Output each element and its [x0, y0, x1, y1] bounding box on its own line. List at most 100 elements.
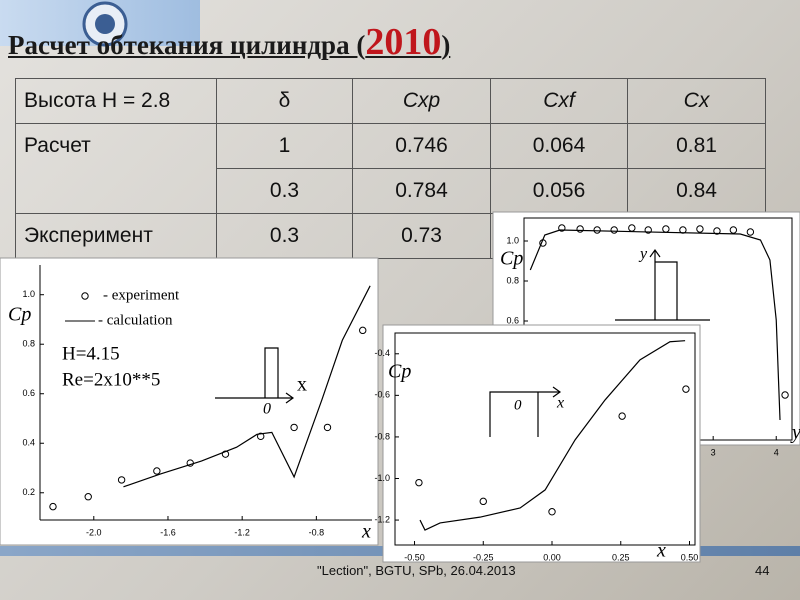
experiment-point: [290, 423, 298, 432]
title-text: Расчет обтекания цилиндра (: [8, 30, 366, 60]
inset-sketch: [264, 347, 279, 398]
x-axis-label: x: [361, 521, 371, 543]
logo-core: [95, 14, 115, 34]
annotation: x: [297, 374, 307, 396]
calculation-line: [419, 340, 686, 531]
plot-frame: [394, 332, 696, 546]
page-number: 44: [755, 563, 770, 578]
calculation-line: [123, 285, 371, 488]
header-row: Высота H = 2.8 δ Cxp Cxf Cx: [15, 78, 766, 124]
cell: 0.84: [627, 168, 766, 214]
experiment-point: [153, 467, 161, 475]
chart-background: [0, 257, 379, 546]
y-axis-label: Cp: [388, 361, 411, 383]
annotation: H=4.15: [62, 343, 120, 364]
footer: "Lection", BGTU, SPb, 26.04.2013: [317, 563, 516, 578]
calculation-line: [529, 229, 781, 421]
experiment-point: [662, 225, 670, 233]
x-tick-label: -0.50: [404, 552, 425, 562]
y-tick-label: -0.8: [374, 431, 390, 441]
legend-label: - experiment: [103, 287, 180, 303]
cell: 0.73: [352, 213, 491, 259]
y-tick-label: 0.2: [22, 487, 35, 497]
x-tick-label: 3: [711, 447, 716, 457]
inset-sketch: [489, 391, 560, 437]
cell: δ: [216, 78, 353, 124]
cell: Расчет: [15, 123, 217, 214]
inset-sketch: [552, 386, 562, 398]
experiment-point: [618, 412, 626, 420]
experiment-point: [576, 225, 584, 233]
y-axis-label: Cp: [8, 304, 31, 326]
x-tick-label: -1.6: [160, 527, 176, 537]
annotation: 0: [514, 397, 522, 413]
inset-sketch: [655, 261, 678, 320]
experiment-point: [49, 502, 57, 511]
cell: 0.3: [216, 213, 353, 259]
x-tick-label: 0.50: [681, 552, 699, 562]
annotation: 0: [263, 401, 271, 418]
experiment-point: [117, 476, 126, 484]
experiment-point: [729, 226, 738, 234]
title-close: ): [441, 30, 451, 60]
y-tick-label: 0.8: [506, 275, 519, 285]
experiment-point: [593, 226, 601, 234]
experiment-point: [746, 228, 755, 236]
y-tick-label: 0.4: [22, 438, 35, 448]
chart-background: [382, 324, 701, 563]
cell: 0.81: [627, 123, 766, 169]
title-year: 2010: [365, 21, 442, 63]
y-tick-label: -0.6: [374, 390, 390, 400]
experiment-point: [713, 227, 721, 235]
x-tick-label: -0.25: [473, 552, 494, 562]
y-tick-label: 0.6: [506, 315, 519, 325]
experiment-point: [548, 508, 556, 516]
experiment-point: [781, 391, 789, 399]
x-tick-label: -0.8: [309, 527, 325, 537]
y-axis-label: Cp: [500, 248, 523, 270]
experiment-point: [84, 493, 92, 501]
experiment-point: [415, 478, 423, 487]
cell: 0.784: [352, 168, 491, 214]
x-tick-label: -1.2: [234, 527, 250, 537]
x-tick-label: -2.0: [86, 527, 102, 537]
cell: Эксперимент: [15, 213, 217, 259]
x-tick-label: 0.25: [612, 552, 630, 562]
annotation: Re=2x10**5: [62, 369, 160, 390]
y-tick-label: 1.0: [22, 289, 35, 299]
experiment-point: [610, 226, 618, 234]
cell: 0.746: [352, 123, 491, 169]
logo: [82, 1, 128, 47]
legend-label: - calculation: [98, 312, 173, 328]
inset-sketch: [285, 392, 295, 404]
experiment-point: [359, 326, 367, 335]
experiment-point: [628, 224, 636, 232]
x-tick-label: 4: [774, 447, 779, 457]
cell: Высота H = 2.8: [15, 78, 217, 124]
experiment-point: [682, 385, 690, 393]
x-tick-label: 0.00: [543, 552, 561, 562]
y-tick-label: 1.0: [506, 235, 519, 245]
cell: Cx: [627, 78, 766, 124]
x-axis-label: x: [656, 540, 666, 562]
x-axis-label: y: [790, 422, 800, 444]
cell: Cxf: [490, 78, 628, 124]
cell: Cxp: [352, 78, 491, 124]
experiment-point: [479, 497, 487, 506]
experiment-point: [323, 423, 332, 432]
y-tick-label: -0.4: [374, 348, 390, 358]
y-tick-label: 0.6: [22, 388, 35, 398]
legend-marker: [81, 292, 89, 300]
annotation: x: [556, 395, 564, 412]
experiment-point: [257, 432, 265, 441]
slide-title: Расчет обтекания цилиндра (2010): [8, 20, 450, 64]
y-tick-label: 0.8: [22, 339, 35, 349]
y-tick-label: -1.0: [374, 473, 390, 483]
experiment-point: [696, 225, 704, 233]
inset-sketch: [649, 248, 661, 258]
annotation: y: [638, 246, 648, 263]
cell: 0.3: [216, 168, 353, 214]
y-tick-label: -1.2: [374, 514, 390, 524]
